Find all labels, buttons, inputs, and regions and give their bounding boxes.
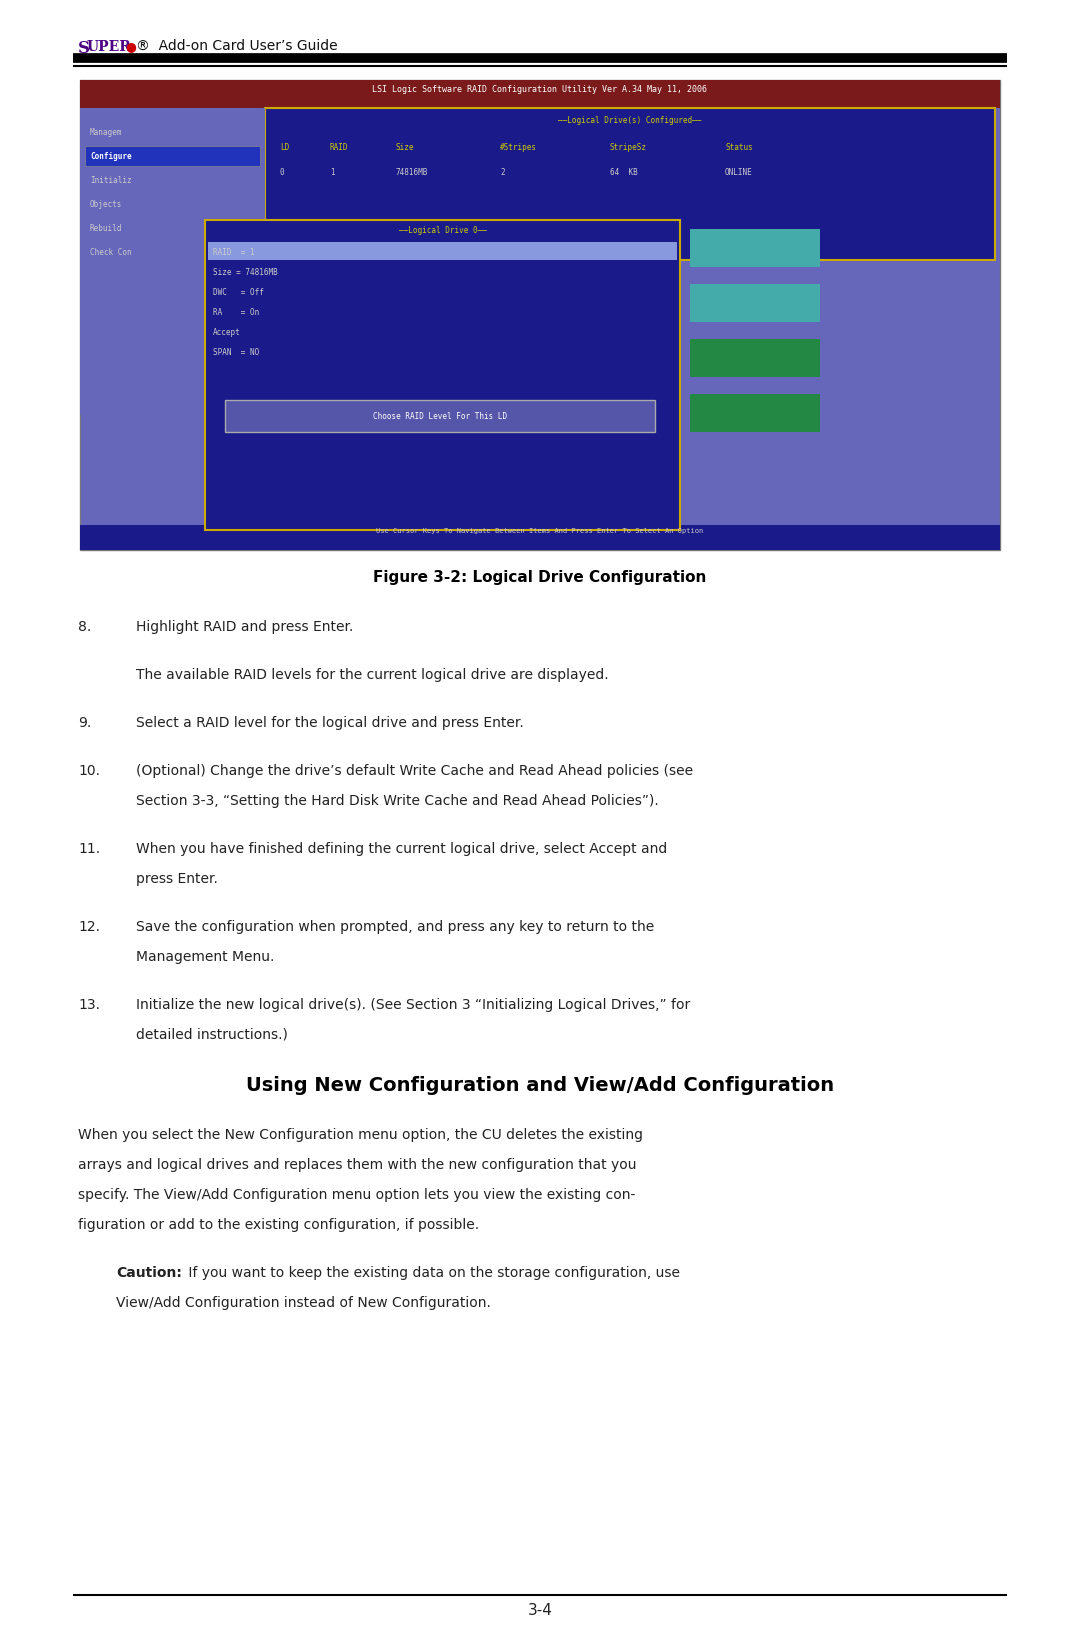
Text: LD: LD	[280, 144, 289, 152]
Bar	[690, 284, 820, 322]
Text: Initializ: Initializ	[90, 177, 132, 185]
Text: specify. The View/Add Configuration menu option lets you view the existing con-: specify. The View/Add Configuration menu…	[78, 1188, 635, 1201]
Text: RAID  = 1: RAID = 1	[213, 248, 255, 257]
Text: 0: 0	[280, 168, 285, 177]
Text: SPAN  = NO: SPAN = NO	[213, 348, 259, 356]
Text: press Enter.: press Enter.	[136, 871, 218, 886]
Bar	[225, 399, 654, 432]
Bar	[80, 107, 265, 416]
Text: StripeSz: StripeSz	[610, 144, 647, 152]
Text: 13.: 13.	[78, 998, 100, 1011]
Text: When you have finished defining the current logical drive, select Accept and: When you have finished defining the curr…	[136, 842, 667, 856]
Text: When you select the New Configuration menu option, the CU deletes the existing: When you select the New Configuration me…	[78, 1129, 643, 1142]
Text: figuration or add to the existing configuration, if possible.: figuration or add to the existing config…	[78, 1218, 480, 1233]
Bar	[80, 79, 1000, 549]
Text: Save the configuration when prompted, and press any key to return to the: Save the configuration when prompted, an…	[136, 921, 654, 934]
Bar	[690, 229, 820, 267]
Text: If you want to keep the existing data on the storage configuration, use: If you want to keep the existing data on…	[184, 1266, 680, 1280]
Text: Management Menu.: Management Menu.	[136, 950, 274, 964]
Text: #Stripes: #Stripes	[500, 144, 537, 152]
Bar	[208, 243, 677, 261]
Text: Size = 74816MB: Size = 74816MB	[213, 267, 278, 277]
Text: arrays and logical drives and replaces them with the new configuration that you: arrays and logical drives and replaces t…	[78, 1158, 636, 1172]
Text: Configure: Configure	[90, 152, 132, 162]
Text: 9.: 9.	[78, 716, 91, 729]
Bar	[85, 145, 260, 167]
Bar	[690, 338, 820, 376]
Text: 2: 2	[500, 168, 504, 177]
Text: 64  KB: 64 KB	[610, 168, 638, 177]
Text: 10.: 10.	[78, 764, 100, 779]
Text: Section 3-3, “Setting the Hard Disk Write Cache and Read Ahead Policies”).: Section 3-3, “Setting the Hard Disk Writ…	[136, 794, 659, 808]
Bar	[690, 394, 820, 432]
Text: RA    = On: RA = On	[213, 309, 259, 317]
Text: ——Logical Drive 0——: ——Logical Drive 0——	[399, 226, 486, 234]
Text: Accept: Accept	[213, 328, 241, 337]
Text: Highlight RAID and press Enter.: Highlight RAID and press Enter.	[136, 620, 353, 634]
Text: Objects: Objects	[90, 200, 122, 210]
Bar	[265, 107, 995, 261]
Bar	[80, 525, 1000, 549]
Text: Use Cursor Keys To Navigate Between Items And Press Enter To Select An Option: Use Cursor Keys To Navigate Between Item…	[376, 528, 704, 535]
Text: ®  Add-on Card User’s Guide: ® Add-on Card User’s Guide	[136, 40, 338, 53]
Text: ●: ●	[125, 40, 136, 53]
Bar	[80, 79, 1000, 107]
Text: The available RAID levels for the current logical drive are displayed.: The available RAID levels for the curren…	[136, 668, 609, 681]
Text: Status: Status	[725, 144, 753, 152]
Text: Initialize the new logical drive(s). (See Section 3 “Initializing Logical Drives: Initialize the new logical drive(s). (Se…	[136, 998, 690, 1011]
Text: DWC   = Off: DWC = Off	[213, 289, 264, 297]
Text: RAID: RAID	[330, 144, 349, 152]
Text: Figure 3-2: Logical Drive Configuration: Figure 3-2: Logical Drive Configuration	[374, 569, 706, 586]
Text: 1: 1	[330, 168, 335, 177]
Bar	[205, 219, 680, 530]
Text: 11.: 11.	[78, 842, 100, 856]
Text: Rebuild: Rebuild	[90, 224, 122, 233]
Text: Using New Configuration and View/Add Configuration: Using New Configuration and View/Add Con…	[246, 1076, 834, 1096]
Text: S: S	[78, 40, 90, 58]
Text: Caution:: Caution:	[116, 1266, 181, 1280]
Text: LSI Logic Software RAID Configuration Utility Ver A.34 May 11, 2006: LSI Logic Software RAID Configuration Ut…	[373, 86, 707, 94]
Text: Choose RAID Level For This LD: Choose RAID Level For This LD	[373, 412, 508, 421]
Text: 3-4: 3-4	[527, 1604, 553, 1619]
Text: (Optional) Change the drive’s default Write Cache and Read Ahead policies (see: (Optional) Change the drive’s default Wr…	[136, 764, 693, 779]
Text: 12.: 12.	[78, 921, 100, 934]
Text: Check Con: Check Con	[90, 248, 132, 257]
Text: ONLINE: ONLINE	[725, 168, 753, 177]
Text: 8.: 8.	[78, 620, 91, 634]
Text: View/Add Configuration instead of New Configuration.: View/Add Configuration instead of New Co…	[116, 1295, 491, 1310]
Text: Select a RAID level for the logical drive and press Enter.: Select a RAID level for the logical driv…	[136, 716, 524, 729]
Text: Managem: Managem	[90, 129, 122, 137]
Text: ——Logical Drive(s) Configured——: ——Logical Drive(s) Configured——	[558, 116, 702, 125]
Text: UPER: UPER	[87, 40, 132, 54]
Text: Size: Size	[395, 144, 414, 152]
Text: 74816MB: 74816MB	[395, 168, 428, 177]
Text: detailed instructions.): detailed instructions.)	[136, 1028, 288, 1043]
